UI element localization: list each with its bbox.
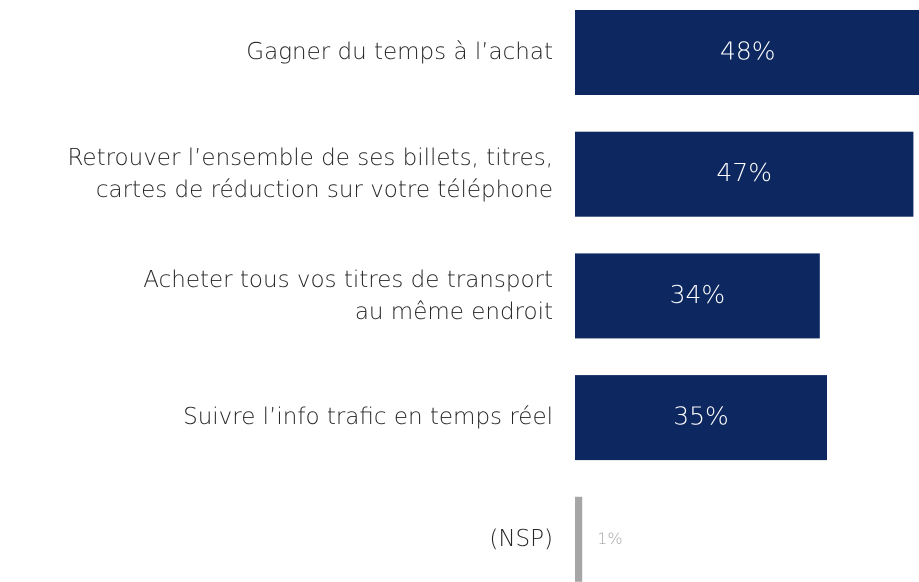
value-label: 1%: [597, 529, 622, 548]
bar: [575, 10, 919, 95]
category-label: Gagner du temps à l’achat: [246, 39, 553, 65]
value-label: 47%: [716, 158, 772, 187]
bar: [575, 496, 583, 582]
category-label: (NSP): [489, 526, 553, 552]
category-label: Retrouver l’ensemble de ses billets, tit…: [67, 145, 553, 203]
bar: [575, 131, 914, 217]
value-label: 48%: [720, 37, 776, 66]
category-label: Suivre l’info trafic en temps réel: [183, 404, 553, 430]
value-label: 34%: [670, 280, 726, 309]
bar: [575, 375, 827, 461]
value-label: 35%: [673, 402, 729, 431]
category-label: Acheter tous vos titres de transport au m…: [143, 266, 553, 324]
bar: [575, 253, 820, 339]
